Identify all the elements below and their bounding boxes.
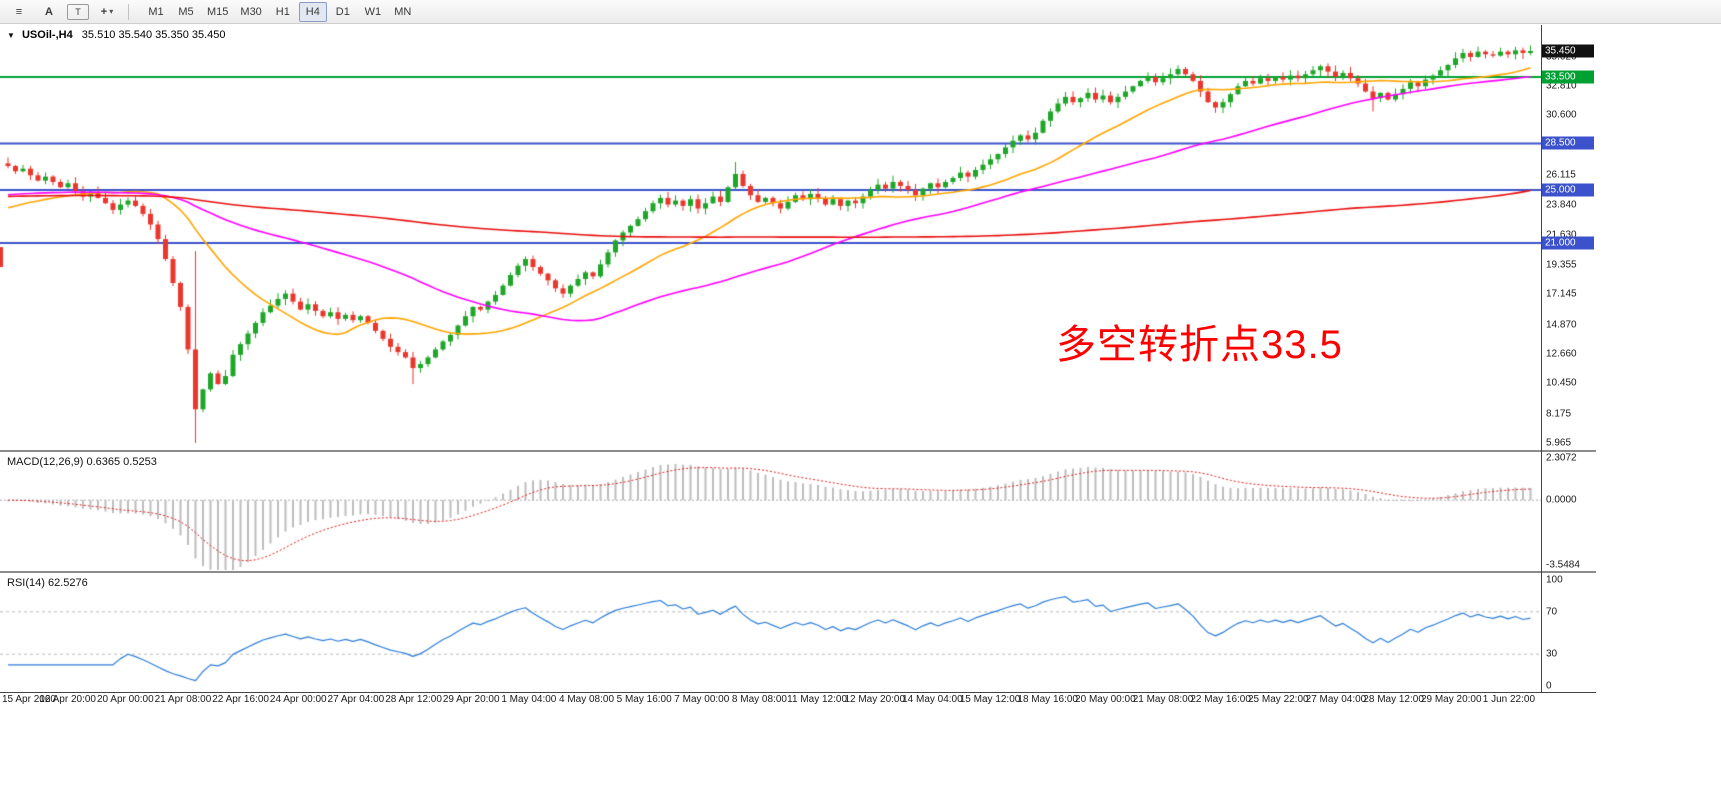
time-scale-label: 16 Apr 20:00 — [39, 694, 96, 705]
main-chart-canvas[interactable] — [0, 25, 1541, 450]
timeframe-button-w1[interactable]: W1 — [364, 5, 382, 18]
time-scale-label: 7 May 00:00 — [674, 694, 730, 705]
collapse-triangle-icon[interactable]: ▼ — [7, 31, 15, 40]
price-badge: 33.500 — [1542, 70, 1594, 84]
price-scale-label: 32.810 — [1546, 80, 1577, 92]
price-scale-label: 10.450 — [1546, 377, 1577, 389]
time-scale-label: 12 May 20:00 — [844, 694, 906, 705]
toolbar: ≡ A T + ▾ M1 M5 M15 M30 H1 H4 D1 W1 MN — [0, 0, 1721, 24]
symbol-header: ▼ USOil-,H4 35.510 35.540 35.350 35.450 — [7, 29, 226, 41]
text-tool-icon[interactable]: T — [67, 3, 89, 20]
time-scale-label: 14 May 04:00 — [902, 694, 963, 705]
price-badge: 25.000 — [1542, 183, 1594, 197]
macd-scale-label: -3.5484 — [1546, 559, 1580, 571]
time-axis-line — [0, 692, 1596, 693]
price-scale-label: 8.175 — [1546, 408, 1572, 420]
time-scale-label: 20 May 00:00 — [1075, 694, 1136, 705]
time-scale-label: 28 Apr 12:00 — [385, 694, 442, 705]
time-scale-label: 11 May 12:00 — [787, 694, 848, 705]
price-scale-label: 23.840 — [1546, 199, 1577, 211]
macd-scale-label: 2.3072 — [1546, 452, 1577, 464]
ohlc-values: 35.510 35.540 35.350 35.450 — [81, 29, 226, 41]
rsi-scale-label: 30 — [1546, 648, 1558, 660]
price-scale-label: 12.660 — [1546, 348, 1577, 360]
price-scale-label: 21.630 — [1546, 229, 1577, 241]
price-scale-label: 14.870 — [1546, 319, 1577, 331]
timeframe-button-d1[interactable]: D1 — [335, 5, 350, 18]
pane-separator[interactable] — [0, 571, 1596, 573]
timeframe-button-m1[interactable]: M1 — [148, 5, 164, 18]
price-scale-label: 26.115 — [1546, 169, 1576, 181]
time-scale-label: 22 Apr 16:00 — [212, 694, 269, 705]
time-scale-label: 1 May 04:00 — [501, 694, 557, 705]
time-scale-label: 28 May 12:00 — [1363, 694, 1424, 705]
time-scale-label: 25 May 22:00 — [1247, 694, 1309, 705]
time-scale-label: 29 Apr 20:00 — [442, 694, 500, 705]
price-badge: 21.000 — [1542, 236, 1594, 250]
macd-indicator-canvas[interactable] — [0, 452, 1541, 571]
time-scale-label: 8 May 08:00 — [731, 694, 787, 705]
rsi-indicator-label: RSI(14) 62.5276 — [7, 577, 88, 589]
time-scale-label: 5 May 16:00 — [616, 694, 672, 705]
price-scale-label: 5.965 — [1546, 437, 1572, 449]
time-scale-label: 24 Apr 00:00 — [269, 694, 327, 705]
timeframe-buttons: M1 M5 M15 M30 H1 H4 D1 W1 MN — [141, 1, 418, 22]
time-scale-label: 1 Jun 22:00 — [1482, 694, 1536, 705]
macd-scale-label: 0.0000 — [1546, 494, 1577, 506]
bars-arrange-icon[interactable]: ≡ — [15, 5, 23, 18]
time-scale-label: 15 May 12:00 — [959, 694, 1021, 705]
crosshair-tool-icon[interactable]: + ▾ — [93, 2, 121, 22]
price-scale-label: 30.600 — [1546, 109, 1577, 121]
price-scale-label: 19.355 — [1546, 259, 1577, 271]
timeframe-button-m15[interactable]: M15 — [207, 5, 229, 18]
time-scale-label: 29 May 20:00 — [1420, 694, 1482, 705]
timeframe-button-m30[interactable]: M30 — [240, 5, 262, 18]
time-scale-label: 22 May 16:00 — [1190, 694, 1251, 705]
timeframe-button-m5[interactable]: M5 — [178, 5, 194, 18]
time-scale-label: 27 May 04:00 — [1305, 694, 1367, 705]
price-scale-label: 17.145 — [1546, 288, 1577, 300]
time-scale-label: 18 May 16:00 — [1017, 694, 1078, 705]
font-tool-icon[interactable]: A — [45, 5, 53, 18]
crosshair-glyph: + — [100, 5, 108, 18]
timeframe-button-mn[interactable]: MN — [394, 5, 412, 18]
rsi-scale-label: 0 — [1546, 680, 1552, 692]
toolbar-separator — [128, 3, 129, 20]
rsi-scale-label: 100 — [1546, 574, 1563, 586]
macd-indicator-label: MACD(12,26,9) 0.6365 0.5253 — [7, 456, 157, 468]
symbol-title: USOil-,H4 — [21, 29, 73, 41]
time-scale-label: 4 May 08:00 — [558, 694, 615, 705]
price-badge: 35.450 — [1542, 44, 1594, 58]
timeframe-button-h4[interactable]: H4 — [298, 1, 327, 22]
chevron-down-icon: ▾ — [109, 7, 114, 16]
price-badge: 28.500 — [1542, 136, 1594, 150]
pane-separator[interactable] — [0, 450, 1596, 452]
time-scale-label: 21 May 08:00 — [1132, 694, 1194, 705]
time-scale-label: 20 Apr 00:00 — [96, 694, 154, 705]
rsi-scale-label: 70 — [1546, 606, 1558, 618]
timeframe-button-h1[interactable]: H1 — [275, 5, 290, 18]
time-scale-label: 27 Apr 04:00 — [327, 694, 385, 705]
time-scale-label: 15 Apr 2020 — [2, 694, 56, 705]
price-axis-line — [1541, 25, 1542, 692]
time-scale-label: 21 Apr 08:00 — [154, 694, 212, 705]
chart-annotation[interactable]: 多空转折点33.5 — [1056, 323, 1343, 367]
rsi-indicator-canvas[interactable] — [0, 573, 1541, 692]
time-axis[interactable]: 15 Apr 2020 16 Apr 20:00 20 Apr 00:00 21 Ap… — [0, 694, 1596, 710]
